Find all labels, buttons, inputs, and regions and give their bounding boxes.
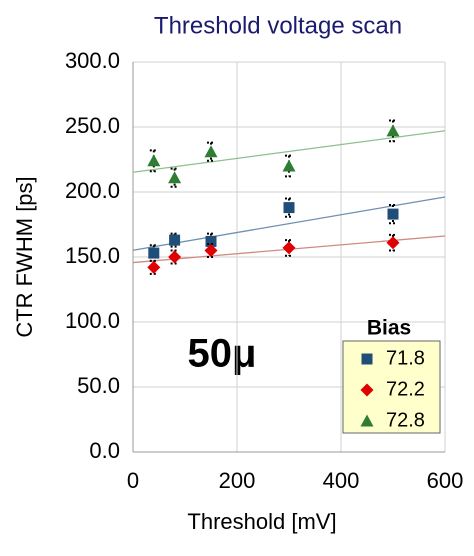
y-tick-label: 300.0 <box>65 48 120 73</box>
legend-box <box>342 340 441 434</box>
chart-title: Threshold voltage scan <box>154 12 402 39</box>
legend-label: 71.8 <box>386 347 425 369</box>
y-tick-label: 100.0 <box>65 308 120 333</box>
marker <box>282 159 296 172</box>
marker <box>386 236 400 250</box>
marker <box>148 247 160 259</box>
marker <box>169 234 181 246</box>
trend-line <box>132 130 446 173</box>
y-tick-label: 250.0 <box>65 113 120 138</box>
x-axis-label: Threshold [mV] <box>187 509 336 534</box>
marker <box>147 154 161 167</box>
marker <box>168 171 182 184</box>
y-tick-label: 200.0 <box>65 178 120 203</box>
marker <box>204 145 218 158</box>
legend-title: Bias <box>367 317 411 340</box>
x-tick-label: 400 <box>323 468 360 493</box>
marker <box>147 260 161 274</box>
marker <box>282 241 296 255</box>
y-axis-label: CTR FWHM [ps] <box>12 176 37 337</box>
legend-label: 72.2 <box>386 378 425 400</box>
marker <box>283 202 295 214</box>
marker <box>168 250 182 264</box>
legend-label: 72.8 <box>386 409 425 431</box>
y-tick-label: 0.0 <box>89 438 120 463</box>
marker <box>204 244 218 257</box>
legend-marker <box>360 414 374 427</box>
annotation: 50μ <box>188 332 257 376</box>
y-tick-label: 50.0 <box>77 373 120 398</box>
y-tick-label: 150.0 <box>65 243 120 268</box>
legend-marker <box>360 383 374 397</box>
legend-marker <box>361 353 373 365</box>
x-tick-label: 600 <box>427 468 464 493</box>
x-tick-label: 200 <box>219 468 256 493</box>
x-tick-label: 0 <box>127 468 139 493</box>
marker <box>387 208 399 220</box>
marker <box>386 124 400 137</box>
marker <box>205 235 217 247</box>
